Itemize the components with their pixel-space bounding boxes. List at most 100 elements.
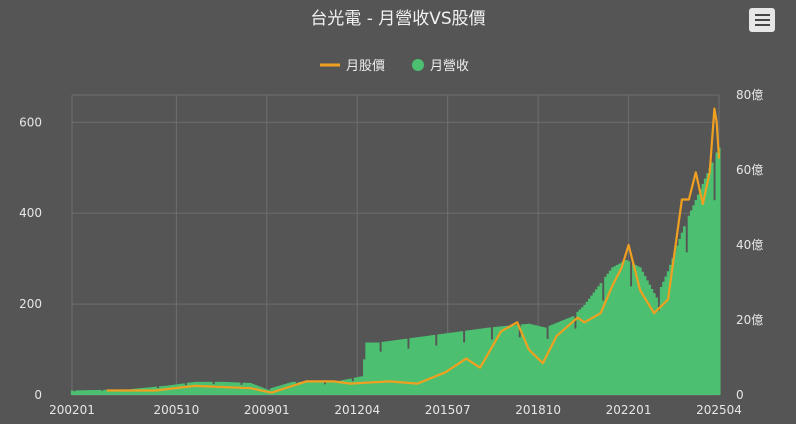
revenue-bar [594,289,598,395]
revenue-bar [75,390,79,395]
revenue-bar [497,326,501,395]
revenue-bar [425,335,429,395]
revenue-bar [367,342,371,395]
revenue-bar [666,271,670,395]
x-tick-label: 200510 [153,403,199,417]
revenue-bar [339,380,343,395]
revenue-bar [516,324,519,395]
revenue-bar [562,320,566,395]
revenue-bar [546,338,549,395]
revenue-bar [138,388,141,395]
revenue-bar [131,388,134,395]
revenue-bar [717,147,721,395]
x-tick-label: 200201 [49,403,95,417]
revenue-bar [379,351,382,395]
revenue-bar [576,311,580,395]
menu-icon[interactable] [749,8,775,32]
revenue-bar [673,251,677,395]
revenue-bar [126,389,130,395]
revenue-bar [441,333,445,395]
revenue-bar [184,385,188,395]
revenue-bar [676,245,679,395]
revenue-bar [200,381,204,395]
revenue-bar [383,341,387,395]
revenue-bar [114,389,118,395]
y-left-tick-label: 0 [34,388,42,402]
revenue-bar [351,381,355,395]
revenue-bar [353,377,357,395]
x-tick-label: 200901 [244,403,290,417]
revenue-bar [404,338,408,395]
revenue-bar [230,382,234,395]
revenue-bar [615,265,619,395]
revenue-bar [636,266,640,395]
revenue-bar [100,390,104,395]
revenue-bar [293,381,297,395]
revenue-bar [608,270,612,395]
revenue-bar [365,342,369,395]
revenue-bar [634,265,638,395]
revenue-bar [216,381,220,395]
legend-revenue-label[interactable]: 月營收 [430,59,469,74]
revenue-bar [388,340,392,395]
revenue-bar [356,377,359,395]
revenue-bar [98,389,102,395]
revenue-bar [411,337,415,395]
revenue-bar [518,337,522,395]
revenue-bar [530,324,533,395]
revenue-bar [574,328,577,395]
revenue-bar [219,381,222,395]
revenue-bar [381,341,385,395]
revenue-bar [168,385,171,395]
revenue-bar [645,280,649,395]
revenue-bar [119,389,123,395]
revenue-bar [342,380,345,395]
revenue-bar [485,327,489,395]
revenue-bar [678,239,682,395]
revenue-bar [680,232,684,395]
revenue-bar [622,261,626,395]
revenue-bar [504,325,508,395]
revenue-bar [713,200,716,395]
revenue-bar [423,336,427,395]
revenue-bar [73,391,76,395]
revenue-bar [650,288,654,395]
revenue-bar [448,332,452,395]
revenue-bar [523,324,526,395]
revenue-bar [112,389,116,395]
revenue-bar [601,300,605,395]
revenue-bar [474,329,478,395]
revenue-bar [300,381,304,395]
legend-price-label[interactable]: 月股價 [346,59,385,74]
revenue-bar [462,342,466,395]
revenue-bar [172,384,176,395]
revenue-bar [706,173,709,395]
revenue-bar [397,339,401,395]
revenue-bar [337,380,341,395]
revenue-bar [532,324,536,395]
revenue-bar [543,327,547,395]
revenue-bar [444,333,447,395]
revenue-bar [318,381,322,395]
revenue-bar [221,381,225,395]
revenue-bar [209,381,213,395]
price-line-layer [106,107,721,394]
revenue-bar [295,384,299,395]
revenue-bar [421,336,424,395]
revenue-bar [587,298,591,395]
revenue-bar [643,276,647,395]
revenue-bar [439,334,443,395]
revenue-bar [446,333,450,395]
revenue-bar [560,320,563,395]
revenue-bar [701,183,705,395]
revenue-bar [358,376,362,395]
revenue-bar [393,340,396,395]
revenue-bar [189,382,192,395]
revenue-bar [302,381,306,395]
x-tick-label: 202201 [606,403,652,417]
revenue-bar [527,323,531,395]
revenue-bar [105,389,109,395]
revenue-bar [659,287,663,395]
revenue-bar [360,376,364,395]
revenue-bar [564,319,568,395]
